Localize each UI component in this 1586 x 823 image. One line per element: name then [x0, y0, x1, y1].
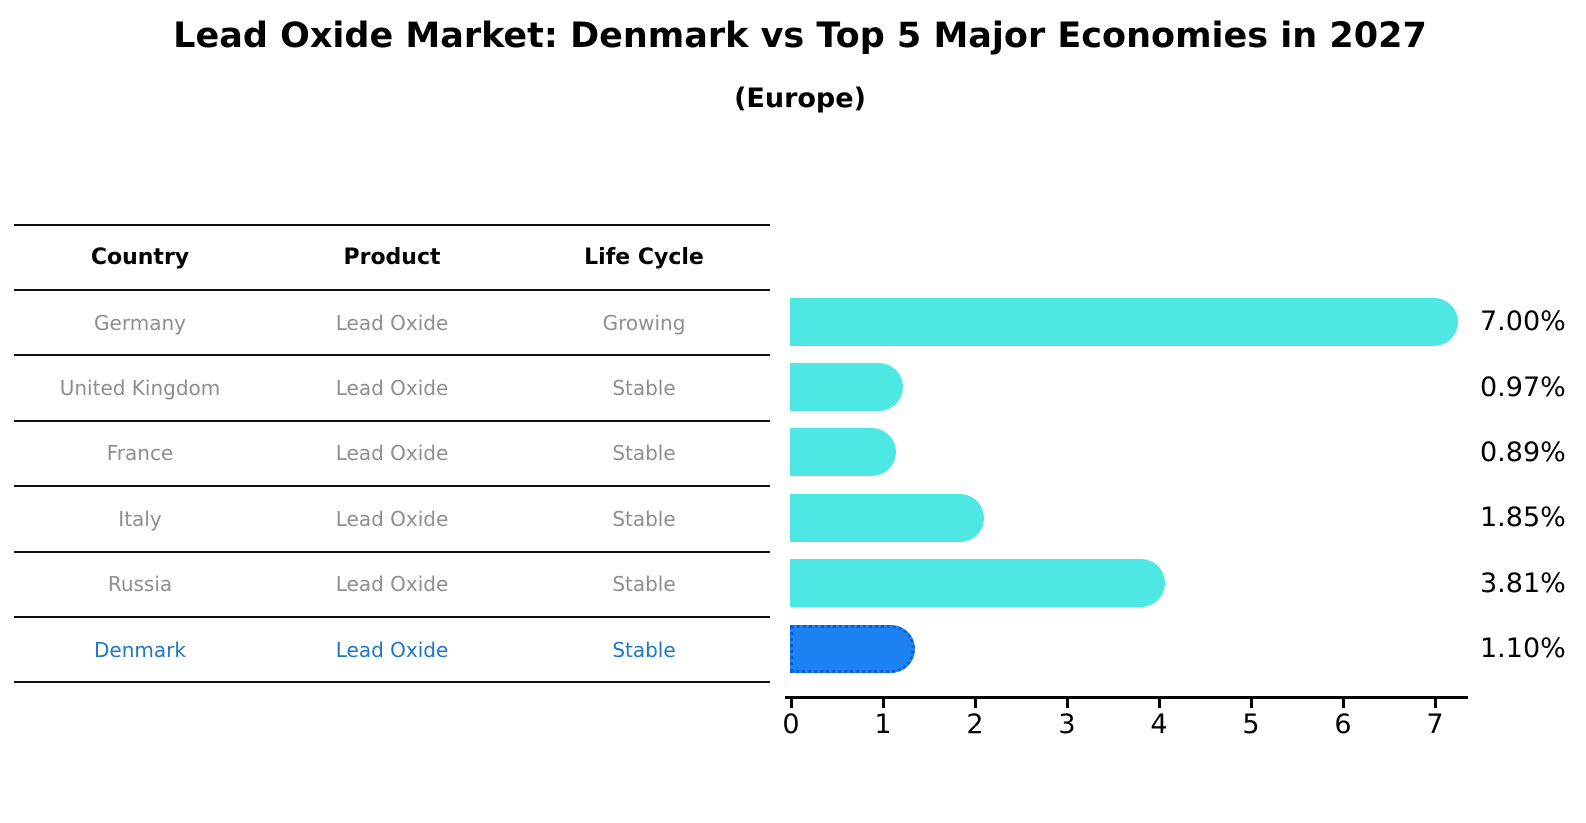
- bar-row: 1.10%: [790, 616, 1586, 681]
- x-axis-tick-label: 2: [966, 709, 984, 740]
- bar-row: 0.97%: [790, 354, 1586, 419]
- column-header-life-cycle: Life Cycle: [584, 245, 704, 270]
- x-axis-tick-mark: [1157, 699, 1161, 708]
- table-row: Russia Lead Oxide Stable: [14, 553, 770, 618]
- bar-row: 7.00%: [790, 289, 1586, 354]
- cell-product: Lead Oxide: [335, 637, 449, 662]
- cell-life-cycle: Stable: [612, 441, 676, 466]
- cell-life-cycle: Stable: [612, 637, 676, 662]
- x-axis-tick-label: 0: [782, 709, 800, 740]
- cell-country: France: [106, 441, 174, 466]
- bar: [790, 493, 985, 542]
- cell-country: United Kingdom: [59, 376, 221, 401]
- cell-life-cycle: Stable: [612, 376, 676, 401]
- cell-product: Lead Oxide: [335, 376, 449, 401]
- country-table: Country Product Life Cycle Germany Lead …: [14, 224, 770, 684]
- cell-product: Lead Oxide: [335, 441, 449, 466]
- bar-row: 1.85%: [790, 485, 1586, 550]
- bar-value-label: 0.89%: [1480, 436, 1566, 468]
- x-axis-tick-mark: [1249, 699, 1253, 708]
- cell-product: Lead Oxide: [335, 506, 449, 531]
- cell-country: Denmark: [94, 637, 186, 662]
- x-axis-tick-label: 4: [1150, 709, 1168, 740]
- table-row-highlighted: Denmark Lead Oxide Stable: [14, 618, 770, 684]
- x-axis-tick-mark: [789, 699, 793, 708]
- table-row: Germany Lead Oxide Growing: [14, 291, 770, 357]
- x-axis-tick-label: 1: [874, 709, 892, 740]
- cell-life-cycle: Stable: [612, 506, 676, 531]
- column-header-product: Product: [343, 245, 441, 270]
- bar-row: 0.89%: [790, 420, 1586, 485]
- x-axis-tick-mark: [1065, 699, 1069, 708]
- bar-value-label: 3.81%: [1480, 567, 1566, 599]
- bar-value-label: 7.00%: [1480, 306, 1566, 338]
- x-axis-tick-label: 3: [1058, 709, 1076, 740]
- bar-value-label: 1.85%: [1480, 502, 1566, 534]
- x-axis-tick-label: 7: [1426, 709, 1444, 740]
- x-axis-tick-label: 6: [1334, 709, 1352, 740]
- table-row: France Lead Oxide Stable: [14, 422, 770, 488]
- cell-country: Germany: [94, 310, 186, 335]
- chart-title: Lead Oxide Market: Denmark vs Top 5 Majo…: [173, 16, 1427, 56]
- bar-plot: 7.00% 0.97% 0.89% 1.85% 3.81% 1.10% 0 1 2 3 4 5 6 7: [782, 289, 1586, 823]
- bar: [790, 428, 896, 477]
- bar: [790, 559, 1165, 608]
- x-axis-tick-mark: [1433, 699, 1437, 708]
- cell-life-cycle: Growing: [602, 310, 686, 335]
- cell-product: Lead Oxide: [335, 310, 449, 335]
- bar: [790, 363, 904, 412]
- bar-highlighted: [790, 624, 916, 673]
- bar-row: 3.81%: [790, 551, 1586, 616]
- bar-value-label: 1.10%: [1480, 633, 1566, 665]
- cell-life-cycle: Stable: [612, 572, 676, 597]
- cell-country: Italy: [118, 506, 162, 531]
- x-axis-line: [785, 696, 1468, 699]
- bar: [790, 297, 1458, 346]
- x-axis-tick-label: 5: [1242, 709, 1260, 740]
- cell-product: Lead Oxide: [335, 572, 449, 597]
- table-header-row: Country Product Life Cycle: [14, 224, 770, 291]
- column-header-country: Country: [90, 245, 190, 270]
- x-axis-tick-mark: [973, 699, 977, 708]
- cell-country: Russia: [107, 572, 173, 597]
- x-axis-tick-mark: [1341, 699, 1345, 708]
- x-axis-tick-mark: [881, 699, 885, 708]
- chart-subtitle: (Europe): [734, 83, 866, 114]
- table-row: Italy Lead Oxide Stable: [14, 487, 770, 553]
- bar-value-label: 0.97%: [1480, 371, 1566, 403]
- bar-rows: 7.00% 0.97% 0.89% 1.85% 3.81% 1.10%: [790, 289, 1586, 681]
- table-row: United Kingdom Lead Oxide Stable: [14, 356, 770, 422]
